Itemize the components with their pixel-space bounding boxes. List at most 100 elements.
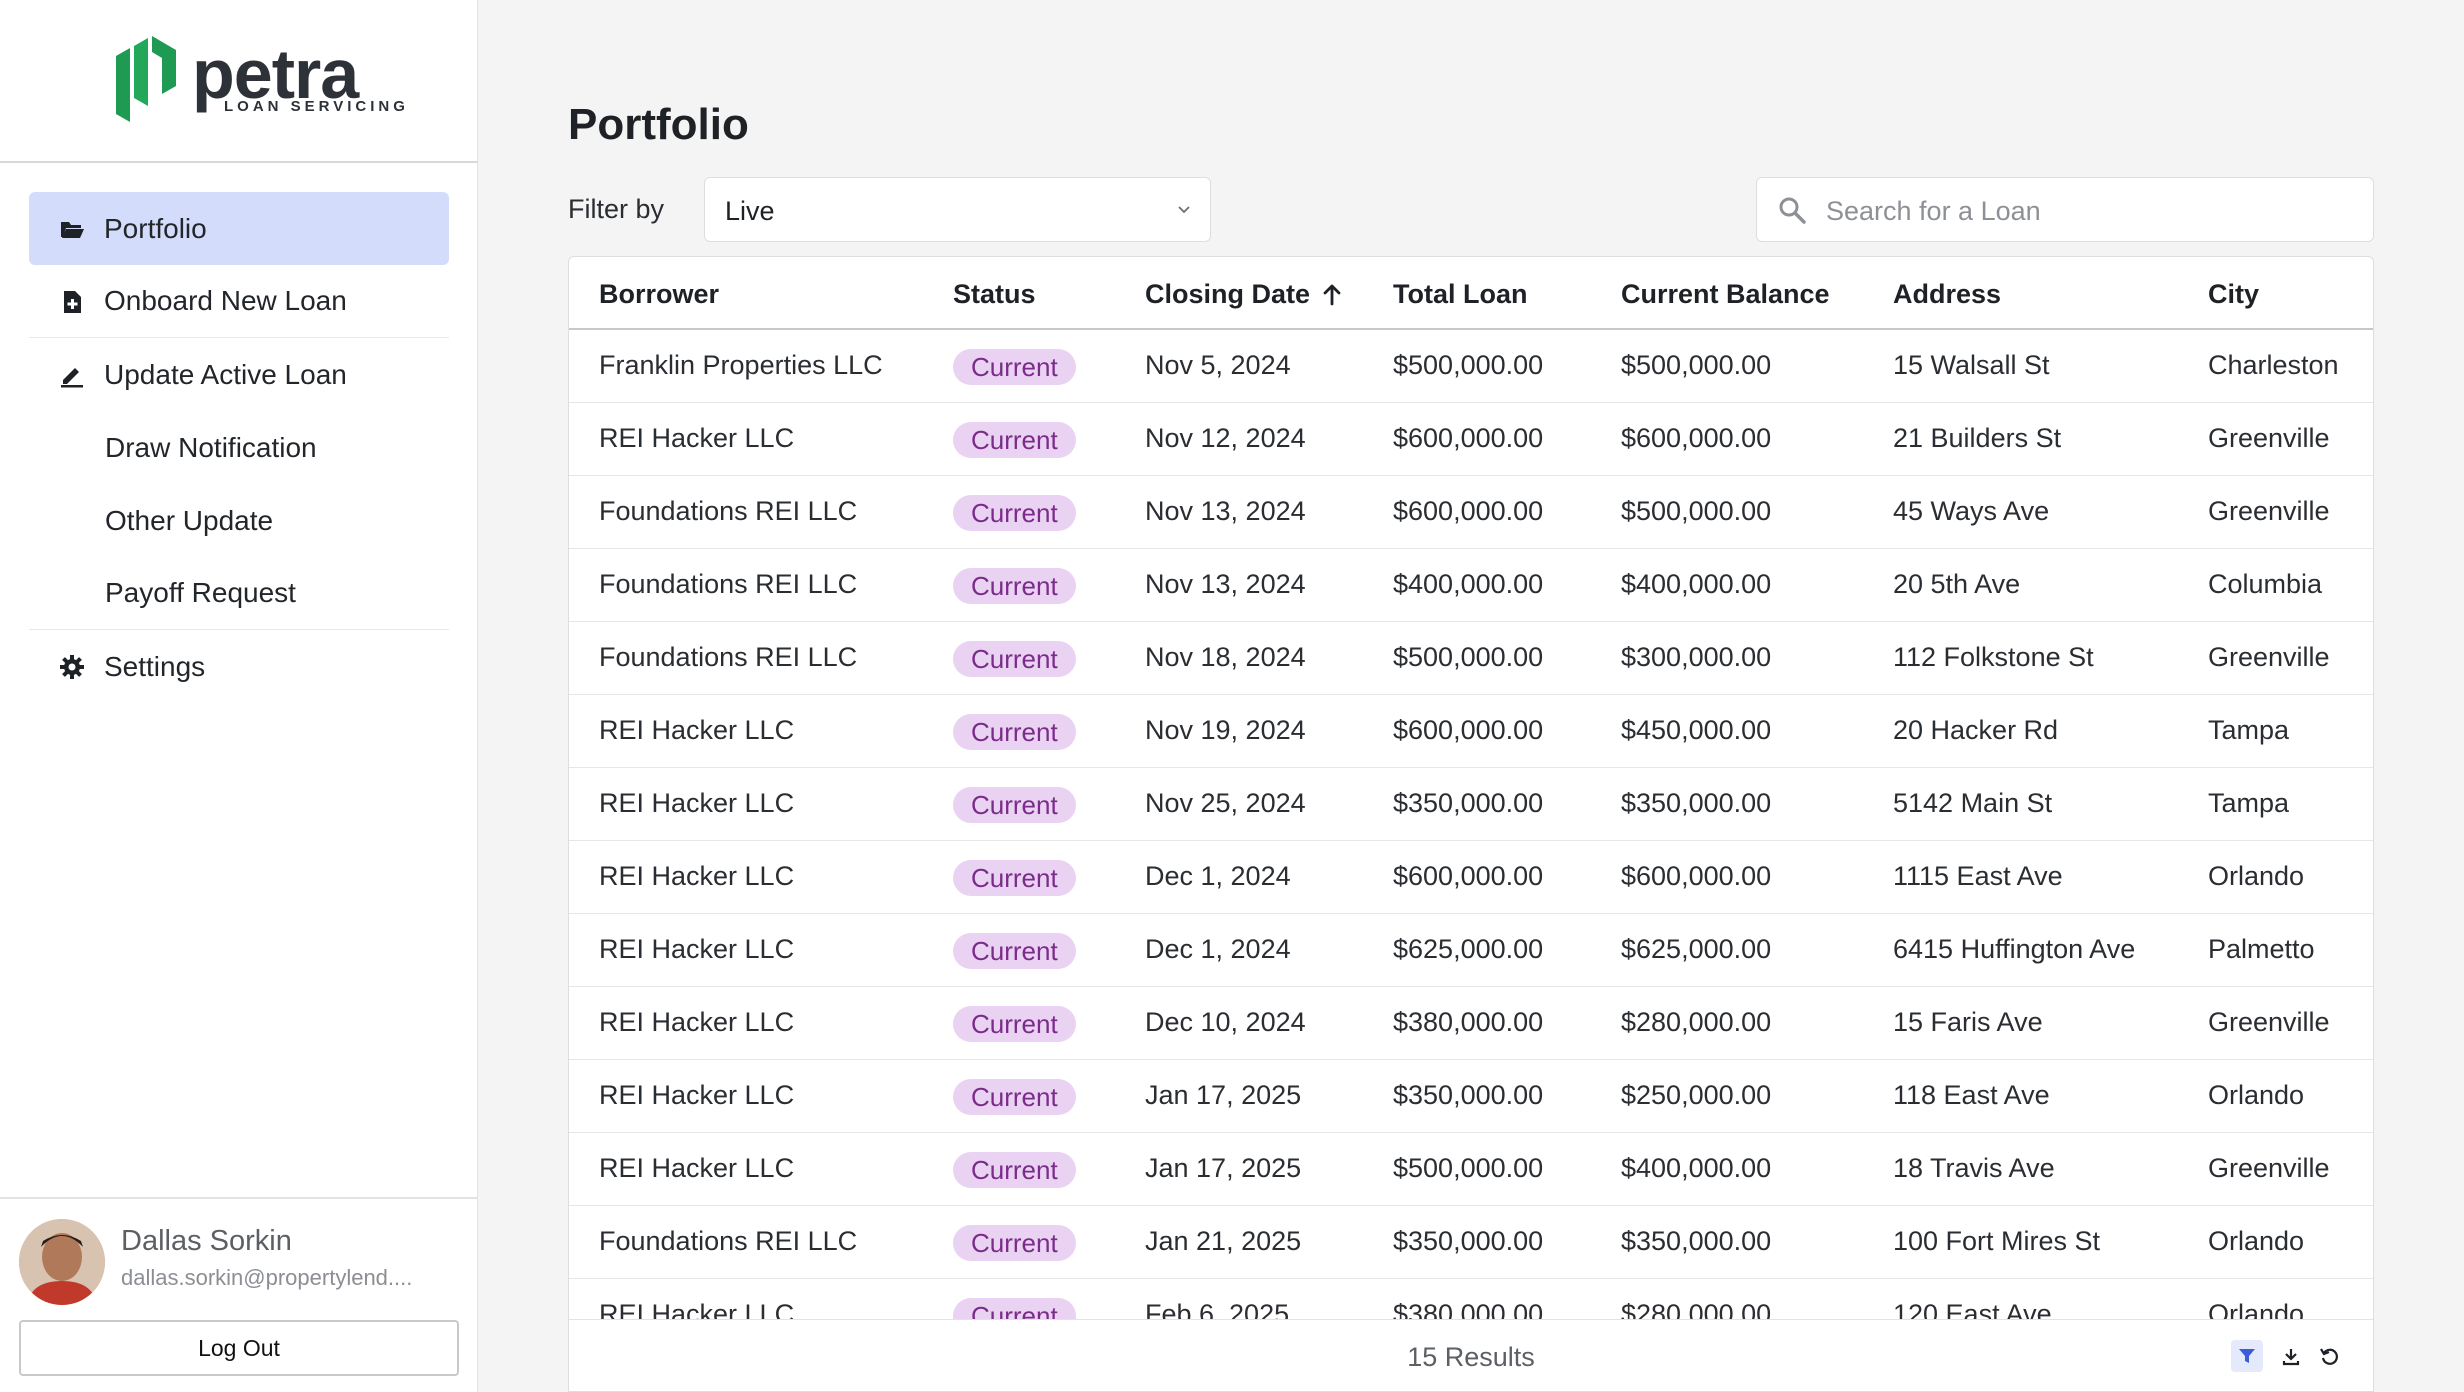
status-badge: Current [953, 1006, 1076, 1042]
cell-current-balance: $625,000.00 [1621, 934, 1772, 964]
cell-current-balance: $500,000.00 [1621, 350, 1772, 380]
cell-borrower: REI Hacker LLC [599, 861, 795, 891]
reset-button[interactable] [2313, 1340, 2345, 1372]
sidebar-item-label: Portfolio [104, 212, 207, 244]
table-row[interactable]: REI Hacker LLC Current Feb 6, 2025 $380,000… [569, 1279, 2373, 1319]
table-row[interactable]: Franklin Properties LLC Current Nov 5, 202… [569, 330, 2373, 403]
cell-city: Greenville [2208, 642, 2330, 672]
cell-city: Orlando [2208, 861, 2305, 891]
avatar [19, 1219, 105, 1305]
cell-total-loan: $600,000.00 [1393, 423, 1544, 453]
table-row[interactable]: REI Hacker LLC Current Dec 10, 2024 $380,00… [569, 987, 2373, 1060]
filter-label: Filter by [568, 194, 665, 224]
cell-city: Greenville [2208, 1007, 2330, 1037]
cell-borrower: REI Hacker LLC [599, 934, 795, 964]
cell-borrower: REI Hacker LLC [599, 423, 795, 453]
chevron-down-icon [1178, 206, 1190, 214]
status-badge: Current [953, 568, 1076, 604]
table-row[interactable]: Foundations REI LLC Current Nov 13, 2024 $4… [569, 549, 2373, 622]
cell-address: 15 Faris Ave [1893, 1007, 2043, 1037]
cell-city: Orlando [2208, 1080, 2305, 1110]
cell-current-balance: $600,000.00 [1621, 861, 1772, 891]
sidebar-item-settings[interactable]: Settings [29, 630, 449, 703]
search-placeholder: Search for a Loan [1826, 196, 2041, 226]
column-header-city[interactable]: City [2208, 279, 2260, 309]
cell-address: 20 Hacker Rd [1893, 715, 2059, 745]
table-row[interactable]: Foundations REI LLC Current Nov 13, 2024 $6… [569, 476, 2373, 549]
logout-button[interactable]: Log Out [19, 1320, 459, 1376]
table-row[interactable]: REI Hacker LLC Current Nov 12, 2024 $600,00… [569, 403, 2373, 476]
cell-total-loan: $350,000.00 [1393, 788, 1544, 818]
cell-borrower: REI Hacker LLC [599, 1153, 795, 1183]
sidebar-item-onboard-new-loan[interactable]: Onboard New Loan [29, 265, 449, 338]
cell-total-loan: $350,000.00 [1393, 1226, 1544, 1256]
table-row[interactable]: REI Hacker LLC Current Nov 19, 2024 $600,00… [569, 695, 2373, 768]
sidebar-item-payoff-request[interactable]: Payoff Request [29, 557, 449, 630]
cell-total-loan: $600,000.00 [1393, 715, 1544, 745]
cell-address: 120 East Ave [1893, 1299, 2052, 1319]
column-header-current-balance[interactable]: Current Balance [1621, 279, 1830, 309]
loan-table: Borrower Status Closing Date Total Loan … [568, 256, 2374, 1392]
sidebar-item-label: Settings [104, 650, 206, 682]
sidebar-item-draw-notification[interactable]: Draw Notification [29, 411, 449, 484]
column-header-borrower[interactable]: Borrower [599, 279, 720, 309]
cell-total-loan: $380,000.00 [1393, 1007, 1544, 1037]
cell-current-balance: $450,000.00 [1621, 715, 1772, 745]
cell-total-loan: $500,000.00 [1393, 642, 1544, 672]
cell-current-balance: $400,000.00 [1621, 1153, 1772, 1183]
table-row[interactable]: REI Hacker LLC Current Dec 1, 2024 $600,000… [569, 841, 2373, 914]
table-row[interactable]: REI Hacker LLC Current Jan 17, 2025 $500,00… [569, 1133, 2373, 1206]
column-header-total-loan[interactable]: Total Loan [1393, 279, 1528, 309]
brand-name: petra [192, 35, 359, 113]
table-header: Borrower Status Closing Date Total Loan … [569, 257, 2373, 330]
sidebar-item-portfolio[interactable]: Portfolio [29, 192, 449, 265]
cell-current-balance: $300,000.00 [1621, 642, 1772, 672]
cell-total-loan: $500,000.00 [1393, 350, 1544, 380]
user-name: Dallas Sorkin [121, 1225, 292, 1257]
results-count: 15 Results [1407, 1342, 1535, 1372]
column-header-address[interactable]: Address [1893, 279, 2002, 309]
cell-borrower: Foundations REI LLC [599, 496, 858, 526]
filter-select[interactable]: Live [704, 177, 1211, 242]
cell-total-loan: $625,000.00 [1393, 934, 1544, 964]
status-badge: Current [953, 933, 1076, 969]
cell-closing-date: Nov 18, 2024 [1145, 642, 1306, 672]
sidebar-divider [0, 161, 478, 163]
cell-closing-date: Nov 25, 2024 [1145, 788, 1306, 818]
column-header-closing-date[interactable]: Closing Date [1145, 279, 1311, 309]
cell-closing-date: Jan 17, 2025 [1145, 1153, 1302, 1183]
table-row[interactable]: REI Hacker LLC Current Jan 17, 2025 $350,00… [569, 1060, 2373, 1133]
status-badge: Current [953, 787, 1076, 823]
cell-closing-date: Dec 1, 2024 [1145, 934, 1291, 964]
cell-city: Orlando [2208, 1226, 2305, 1256]
sidebar-nav: Portfolio Onboard New Loan Update Active… [29, 192, 449, 703]
page-title: Portfolio [568, 100, 749, 149]
cell-address: 6415 Huffington Ave [1893, 934, 2136, 964]
cell-address: 18 Travis Ave [1893, 1153, 2055, 1183]
status-badge: Current [953, 714, 1076, 750]
search-input[interactable]: Search for a Loan [1756, 177, 2374, 242]
cell-borrower: REI Hacker LLC [599, 1299, 795, 1319]
sidebar-item-other-update[interactable]: Other Update [29, 484, 449, 557]
cell-city: Tampa [2208, 788, 2290, 818]
petra-logo-mark [116, 36, 176, 122]
table-row[interactable]: Foundations REI LLC Current Jan 21, 2025 $3… [569, 1206, 2373, 1279]
cell-current-balance: $280,000.00 [1621, 1299, 1772, 1319]
status-badge: Current [953, 1298, 1076, 1319]
table-footer: 15 Results [569, 1319, 2373, 1391]
cell-closing-date: Nov 5, 2024 [1145, 350, 1291, 380]
column-header-status[interactable]: Status [953, 279, 1036, 309]
sidebar-item-label: Other Update [105, 504, 274, 536]
cell-borrower: Foundations REI LLC [599, 1226, 858, 1256]
avatar-image [19, 1219, 105, 1305]
cell-total-loan: $600,000.00 [1393, 861, 1544, 891]
sort-ascending-icon[interactable] [1321, 282, 1343, 306]
download-button[interactable] [2275, 1340, 2307, 1372]
filter-button[interactable] [2231, 1340, 2263, 1372]
table-row[interactable]: REI Hacker LLC Current Nov 25, 2024 $350,00… [569, 768, 2373, 841]
cell-address: 1115 East Ave [1893, 861, 2063, 891]
sidebar-item-update-active-loan[interactable]: Update Active Loan [29, 338, 449, 411]
cell-closing-date: Nov 19, 2024 [1145, 715, 1306, 745]
table-row[interactable]: REI Hacker LLC Current Dec 1, 2024 $625,000… [569, 914, 2373, 987]
table-row[interactable]: Foundations REI LLC Current Nov 18, 2024 $5… [569, 622, 2373, 695]
